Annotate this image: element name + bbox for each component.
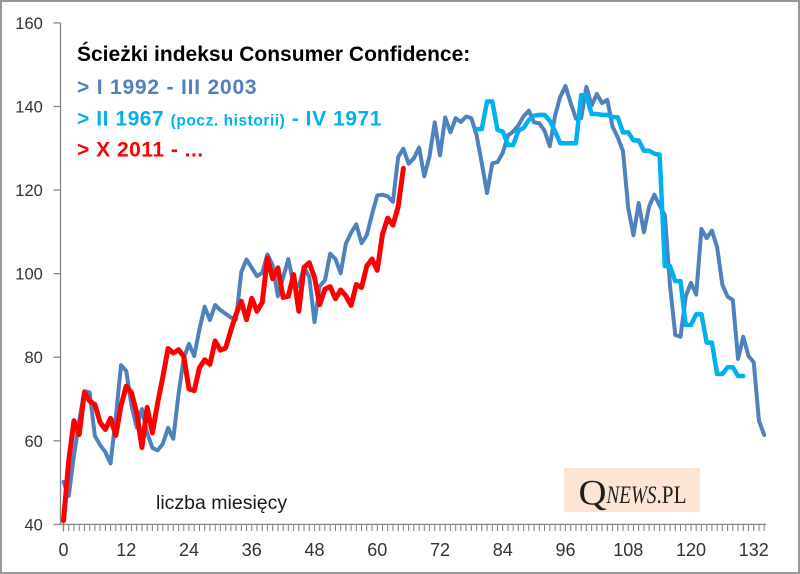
svg-text:48: 48 xyxy=(304,540,324,560)
svg-text:84: 84 xyxy=(493,540,513,560)
svg-text:NEWS: NEWS xyxy=(606,480,657,509)
svg-text:liczba miesięcy: liczba miesięcy xyxy=(156,492,287,514)
svg-text:120: 120 xyxy=(676,540,706,560)
svg-text:12: 12 xyxy=(116,540,136,560)
svg-text:40: 40 xyxy=(24,516,42,534)
svg-text:160: 160 xyxy=(15,15,43,33)
svg-text:> II 1967 (pocz. historii) - I: > II 1967 (pocz. historii) - IV 1971 xyxy=(77,108,382,131)
svg-text:24: 24 xyxy=(179,540,199,560)
svg-text:0: 0 xyxy=(58,540,68,560)
svg-text:36: 36 xyxy=(242,540,262,560)
svg-text:Q: Q xyxy=(579,473,607,513)
svg-text:120: 120 xyxy=(15,182,43,200)
svg-text:80: 80 xyxy=(24,349,42,367)
svg-text:132: 132 xyxy=(739,540,769,560)
svg-text:60: 60 xyxy=(367,540,387,560)
svg-text:Ścieżki indeksu Consumer Confi: Ścieżki indeksu Consumer Confidence: xyxy=(77,42,470,66)
svg-text:> X 2011 - ...: > X 2011 - ... xyxy=(77,139,204,162)
svg-text:> I 1992 - III 2003: > I 1992 - III 2003 xyxy=(77,76,257,99)
svg-text:108: 108 xyxy=(613,540,643,560)
svg-text:.PL: .PL xyxy=(657,480,687,509)
svg-text:96: 96 xyxy=(555,540,575,560)
svg-text:100: 100 xyxy=(15,266,43,284)
svg-text:140: 140 xyxy=(15,99,43,117)
svg-text:72: 72 xyxy=(430,540,450,560)
svg-text:60: 60 xyxy=(24,433,42,451)
